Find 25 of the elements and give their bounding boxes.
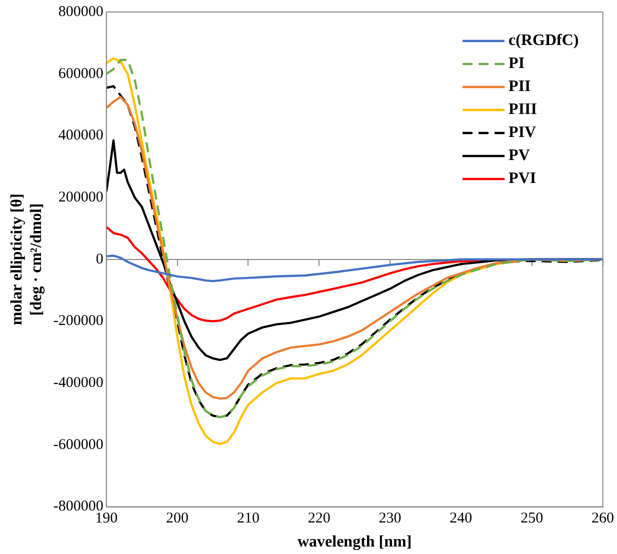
x-tick-label: 210 [236, 510, 260, 527]
y-tick-label: 400000 [58, 128, 104, 144]
legend-label: PVI [508, 170, 536, 188]
x-tick-label: 220 [308, 510, 330, 527]
y-tick-label: -600000 [53, 436, 104, 453]
y-tick-label: -200000 [53, 313, 104, 330]
y-tick-label: -400000 [53, 375, 104, 392]
x-tick-label: 260 [592, 510, 614, 527]
legend-label: PII [508, 78, 531, 96]
y-axis-title: molar ellipticity [θ] [deg · cm²/dmol] [8, 194, 45, 326]
legend-label: PV [508, 147, 530, 164]
legend-label: PI [508, 55, 525, 72]
x-tick-label: 200 [166, 510, 189, 527]
legend-label: PIII [508, 101, 538, 118]
y-tick-label: 0 [96, 251, 104, 268]
x-tick-label: 240 [450, 510, 472, 527]
legend-label: PIV [508, 124, 537, 142]
legend-label: c(RGDfC) [508, 32, 579, 50]
x-tick-label: 250 [520, 510, 544, 527]
x-tick-label: 230 [378, 510, 402, 527]
y-tick-label: 600000 [58, 66, 104, 82]
y-tick-label: 800000 [58, 4, 104, 20]
x-axis-title: wavelength [nm] [297, 534, 412, 551]
y-tick-label: 200000 [58, 189, 104, 206]
x-tick-label: 190 [95, 510, 118, 527]
